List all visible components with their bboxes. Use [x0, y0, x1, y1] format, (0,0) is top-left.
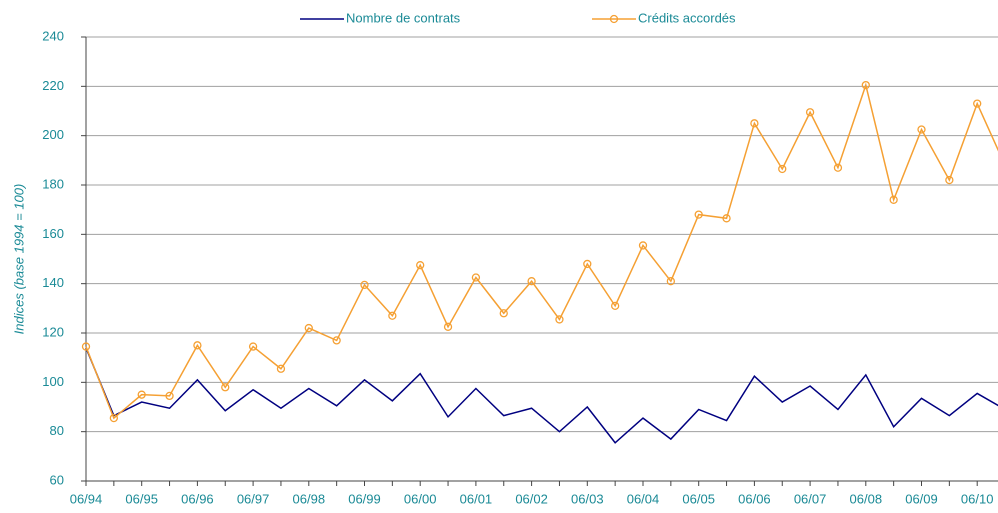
series-line: [85, 82, 998, 420]
legend-label: Crédits accordés: [638, 10, 736, 25]
point: [945, 175, 954, 185]
legend-label: Nombre de contrats: [346, 10, 461, 25]
x-tick-label: 06/09: [905, 491, 938, 506]
point: [388, 311, 397, 320]
point: [81, 342, 91, 351]
point: [583, 259, 592, 269]
point: [527, 277, 536, 286]
y-tick-label: 180: [42, 176, 64, 191]
point: [666, 277, 675, 286]
x-tick-label: 06/10: [961, 491, 994, 506]
x-tick-label: 06/06: [738, 491, 771, 506]
y-tick-label: 240: [42, 28, 64, 43]
x-tick-label: 06/95: [125, 491, 158, 506]
x-tick-label: 06/08: [850, 491, 883, 506]
x-tick-label: 06/03: [571, 491, 604, 506]
point: [555, 315, 564, 324]
x-tick-label: 06/01: [460, 491, 493, 506]
y-tick-label: 60: [50, 472, 64, 487]
y-tick-label: 200: [42, 127, 64, 142]
point: [137, 390, 146, 399]
x-tick-label: 06/02: [515, 491, 548, 506]
x-tick-label: 06/99: [348, 491, 381, 506]
point: [750, 119, 759, 128]
point: [248, 342, 258, 351]
point: [499, 309, 508, 318]
point: [332, 336, 341, 345]
point: [722, 214, 731, 223]
point: [611, 301, 620, 311]
point: [276, 364, 286, 373]
point: [694, 210, 703, 219]
y-tick-label: 140: [42, 275, 64, 290]
point: [833, 163, 843, 172]
point: [193, 341, 202, 350]
series-line: [85, 347, 998, 444]
x-tick-label: 06/96: [181, 491, 214, 506]
point: [778, 164, 787, 174]
point: [109, 413, 118, 423]
y-axis-label: Indices (base 1994 = 100): [11, 184, 26, 335]
y-tick-label: 120: [42, 324, 64, 339]
x-tick-label: 06/05: [682, 491, 715, 506]
point: [889, 195, 898, 204]
y-tick-label: 220: [42, 78, 64, 93]
x-tick-label: 06/94: [70, 491, 103, 506]
point: [805, 108, 815, 117]
point: [443, 322, 453, 331]
x-tick-label: 06/07: [794, 491, 827, 506]
point: [165, 391, 174, 401]
y-tick-label: 80: [50, 423, 64, 438]
point: [917, 125, 926, 134]
y-tick-label: 100: [42, 374, 64, 389]
point: [416, 261, 425, 270]
x-tick-label: 06/98: [293, 491, 326, 506]
point: [304, 323, 313, 333]
point: [638, 241, 648, 250]
legend-marker: [609, 14, 619, 24]
point: [221, 383, 230, 392]
point: [471, 273, 481, 282]
y-tick-label: 160: [42, 226, 64, 241]
point: [360, 280, 369, 290]
point: [973, 99, 982, 108]
point: [861, 80, 870, 90]
x-tick-label: 06/97: [237, 491, 270, 506]
x-tick-label: 06/04: [627, 491, 660, 506]
x-tick-label: 06/00: [404, 491, 437, 506]
